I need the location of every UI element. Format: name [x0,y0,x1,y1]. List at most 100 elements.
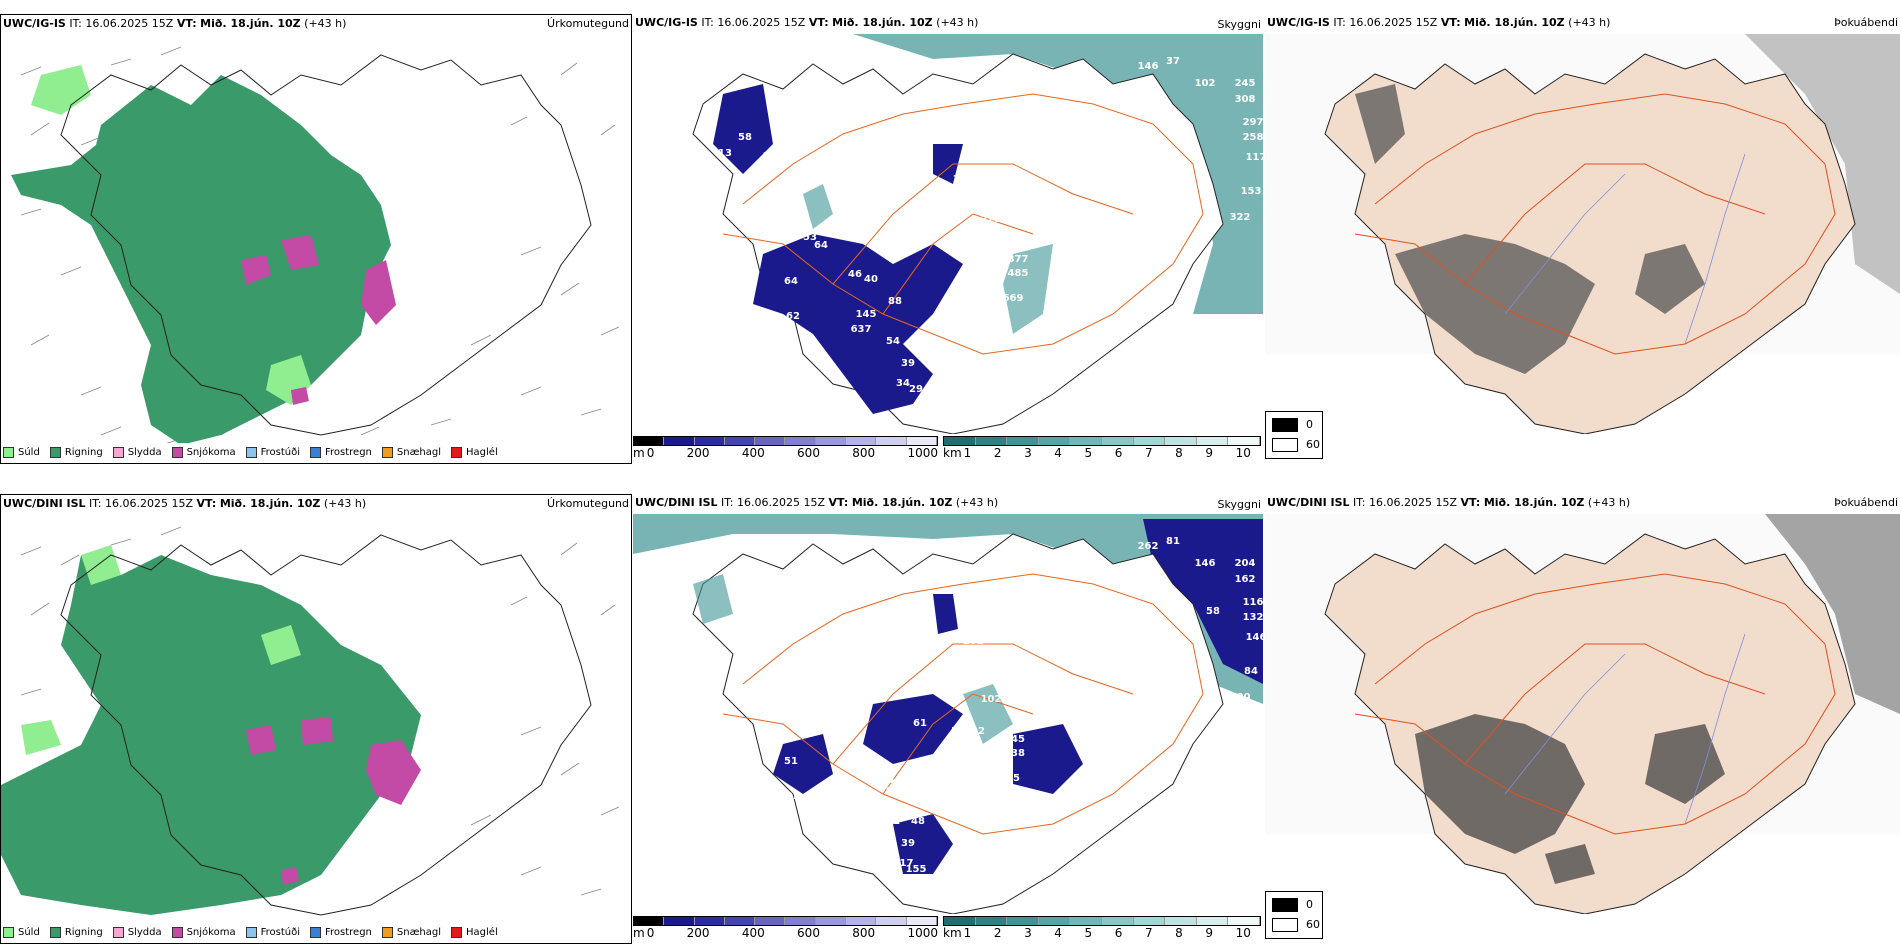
precip-type-panel-2: UWC/DINI ISL IT: 16.06.2025 15Z VT: Mið.… [0,494,632,944]
scale-tick-label: 8 [1175,926,1183,940]
scale-swatch [876,437,907,445]
scale-swatch [1101,917,1134,925]
cloud-base-value-label: 117 [1246,152,1263,163]
cloud-base-value-label: 69 [836,191,850,202]
scale-tick-label: 6 [1114,926,1123,940]
legend-label: Rigning [64,446,103,458]
scale-tick-label: 200 [686,926,710,940]
roads [1354,93,1836,355]
legend-swatch [451,446,463,458]
fog-legend: 0 60 [1265,891,1323,939]
legend-swatch [171,926,183,938]
cloud-base-value-label: 52 [971,246,985,257]
scale-swatch [1165,437,1197,445]
cloud-base-value-label: 308 [1235,94,1256,105]
scale-tick-label: 8 [1175,446,1183,460]
cloud-base-value-label: 48 [836,671,850,682]
rivers [1504,633,1746,825]
legend-item: Haglél [451,926,498,938]
legend-label: Súld [18,446,40,458]
cloud-base-value-label: 181 [861,754,882,765]
scale-tick-label: 10 [1235,926,1251,940]
cloud-base-value-label: 35 [1006,773,1020,784]
cloud-base-value-label: 97 [886,786,900,797]
cloud-base-value-label: 76 [803,712,817,723]
scale-swatch [755,437,786,445]
iceland-land [692,533,1224,914]
rain-area [11,75,391,445]
legend-swatch [171,446,183,458]
fog-legend-swatch [1272,418,1298,432]
cloud-base-value-label: 297 [1243,117,1263,128]
scale-swatch [876,917,907,925]
panel-header: UWC/IG-IS IT: 16.06.2025 15Z VT: Mið. 18… [635,16,979,29]
scale-swatch [1133,917,1166,925]
cloud-base-value-label: 101 [963,636,984,647]
scale-swatch [1007,917,1039,925]
fog-legend-label: 60 [1306,438,1320,451]
cloud-base-value-label: 155 [906,864,927,875]
fog-legend-swatch [1272,918,1298,932]
cloud-base-scale: m 0 200 400 600 800 1000 [633,916,938,940]
panel-header: UWC/DINI ISL IT: 16.06.2025 15Z VT: Mið.… [635,496,999,509]
drizzle-area [21,545,301,755]
legend-label: Snjókoma [186,446,236,458]
scale-swatch [694,917,725,925]
precip-map [1,526,620,916]
cloud-base-value-label: 34 [896,378,910,389]
scale-swatch [785,917,816,925]
cloud-base-value-label: 58 [1206,606,1220,617]
cloud-base-value-label: 102 [981,694,1002,705]
legend-item: Súld [3,446,40,458]
cloud-base-value-label: 377 [1008,254,1029,265]
rain-area [1,555,421,915]
legend-swatch [49,926,61,938]
legend-item: Frostúði [245,926,300,938]
scale-swatch [1196,437,1229,445]
cloud-base-value-label: 132 [1243,612,1263,623]
iceland-outline [60,534,592,916]
panel-title: Skyggni [1217,18,1261,31]
scale-swatch [846,917,877,925]
scale-tick-label: 9 [1205,446,1214,460]
legend-item: Snæhagl [381,926,441,938]
scale-swatch [944,917,976,925]
rivers [1504,153,1746,345]
legend-swatch [310,926,321,938]
fog-area [1415,714,1725,884]
cloud-base-value-label: 37 [1166,56,1180,67]
cloud-base-value-label: 121 [953,174,974,185]
legend-item: Frostregn [310,926,372,938]
panel-header: UWC/IG-IS IT: 16.06.2025 15Z VT: Mið. 18… [3,17,347,30]
legend-label: Frostregn [325,446,372,458]
scale-swatch [944,437,976,445]
scale-tick-label: 400 [741,446,765,460]
cloud-base-value-label: 18 [826,698,840,709]
cloud-base-value-label: 81 [1166,536,1180,547]
legend-item: Frostregn [310,446,372,458]
cloud-base-value-label: 54 [886,336,900,347]
cloud-base-scale: m 0 200 400 600 800 1000 [633,436,938,460]
scale-swatch [815,917,847,925]
legend-swatch [112,926,124,938]
scale-tick-label: 1 [963,446,972,460]
panel-header: UWC/IG-IS IT: 16.06.2025 15Z VT: Mið. 18… [1267,16,1611,29]
legend-swatch [451,926,463,938]
scale-tick-label: 400 [741,926,765,940]
scale-swatch [1165,917,1197,925]
cloud-base-value-label: 39 [901,838,915,849]
scale-swatch [846,437,877,445]
low-cloud-area [713,84,963,414]
cloud-base-value-label: 125 [806,604,827,615]
scale-tick-label: 1000 [907,446,938,460]
legend-item: Snjókoma [171,446,236,458]
low-cloud-area [773,594,1083,874]
fog-legend-swatch [1272,438,1298,452]
cloud-base-value-label: 99 [831,646,845,657]
legend-label: Frostregn [325,926,372,938]
drizzle-area [31,65,311,405]
scale-swatch [975,437,1008,445]
cloud-base-value-label: 55 [718,628,732,639]
vis-inland [803,184,1053,334]
legend-label: Slydda [127,926,162,938]
